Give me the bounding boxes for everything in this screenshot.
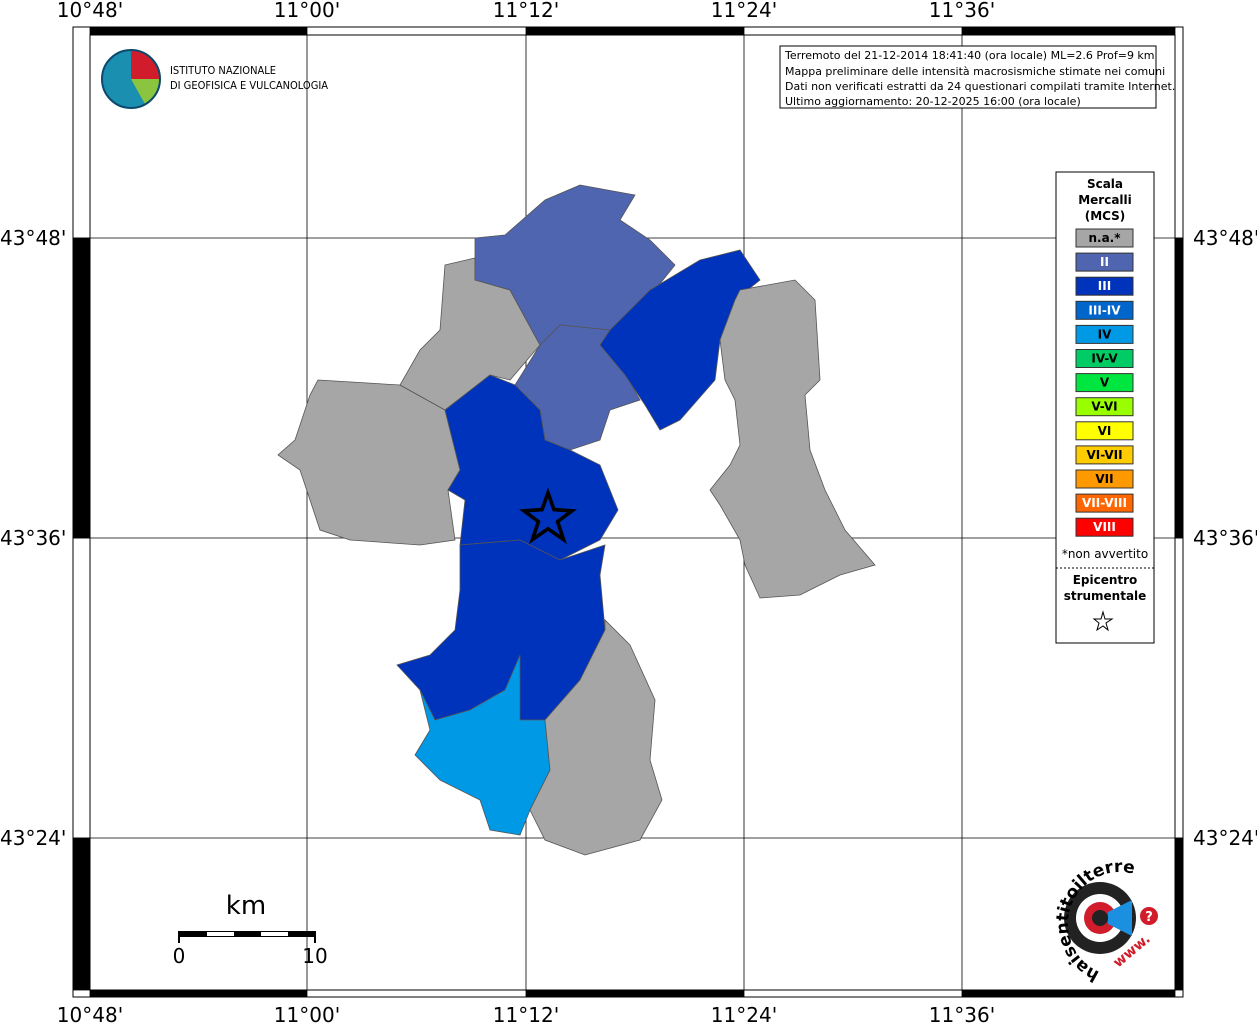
legend-star bbox=[1092, 610, 1114, 632]
legend-swatch bbox=[1075, 373, 1134, 393]
ingv-logo: ISTITUTO NAZIONALE DI GEOFISICA E VULCAN… bbox=[101, 49, 328, 109]
info-box: Terremoto del 21-12-2014 18:41:40 (ora l… bbox=[779, 45, 1175, 109]
lat-label: 43°36' bbox=[1193, 526, 1257, 550]
municipality bbox=[529, 619, 663, 856]
info-line: Terremoto del 21-12-2014 18:41:40 (ora l… bbox=[784, 49, 1155, 62]
lat-label: 43°48' bbox=[1193, 226, 1257, 250]
graticule bbox=[72, 26, 1184, 998]
legend-label: V bbox=[1100, 376, 1110, 390]
lon-label: 11°00' bbox=[274, 1003, 340, 1024]
legend-note: *non avvertito bbox=[1062, 547, 1148, 561]
lon-label: 10°48' bbox=[57, 0, 123, 22]
lon-label: 11°00' bbox=[274, 0, 340, 22]
logo-line: DI GEOFISICA E VULCANOLOGIA bbox=[170, 79, 328, 92]
legend-swatch bbox=[1075, 228, 1134, 248]
legend-epicenter: strumentale bbox=[1064, 589, 1147, 603]
scale-start: 0 bbox=[173, 944, 186, 968]
border-stripe bbox=[72, 837, 91, 991]
border-stripe bbox=[72, 237, 91, 539]
lat-label: 43°36' bbox=[0, 526, 66, 550]
municipalities bbox=[277, 184, 876, 856]
legend-title: Mercalli bbox=[1078, 193, 1132, 207]
lat-label: 43°24' bbox=[1193, 826, 1257, 850]
legend-label: II bbox=[1100, 255, 1109, 269]
legend-swatch bbox=[1075, 469, 1134, 489]
municipality bbox=[444, 374, 619, 561]
lon-label: 11°36' bbox=[929, 1003, 995, 1024]
logo-line: ISTITUTO NAZIONALE bbox=[170, 64, 276, 77]
legend-swatch bbox=[1075, 324, 1134, 344]
legend-epicenter: Epicentro bbox=[1073, 573, 1138, 587]
legend-label: VII-VIII bbox=[1082, 496, 1127, 510]
legend-label: IV bbox=[1098, 327, 1112, 341]
legend-label: IV-V bbox=[1091, 352, 1118, 366]
legend-label: VI-VII bbox=[1086, 448, 1122, 462]
municipality bbox=[474, 184, 676, 346]
lon-label: 11°24' bbox=[711, 0, 777, 22]
info-line: Mappa preliminare delle intensità macros… bbox=[785, 65, 1165, 78]
legend: Scala Mercalli (MCS) *non avvertito Epic… bbox=[1055, 171, 1155, 644]
legend-label: V-VI bbox=[1091, 400, 1117, 414]
badge-q: ? bbox=[1145, 910, 1153, 925]
border-stripe bbox=[525, 26, 745, 36]
lon-label: 10°48' bbox=[57, 1003, 123, 1024]
legend-title: (MCS) bbox=[1085, 209, 1126, 223]
border-stripe bbox=[961, 989, 1176, 998]
legend-swatch bbox=[1075, 276, 1134, 296]
legend-label: III bbox=[1098, 279, 1111, 293]
border-stripe bbox=[961, 26, 1176, 36]
municipality bbox=[599, 249, 761, 431]
border-stripe bbox=[1174, 837, 1184, 991]
legend-label: VII bbox=[1095, 472, 1113, 486]
scale-end: 10 bbox=[302, 944, 327, 968]
border-stripe bbox=[89, 26, 308, 36]
epicenter-star bbox=[519, 487, 577, 545]
legend-swatch bbox=[1075, 421, 1134, 441]
lon-label: 11°24' bbox=[711, 1003, 777, 1024]
legend-swatch bbox=[1075, 252, 1134, 272]
legend-label: VIII bbox=[1093, 520, 1116, 534]
border-stripe bbox=[89, 989, 308, 998]
legend-swatch bbox=[1075, 397, 1134, 417]
lon-label: 11°12' bbox=[493, 0, 559, 22]
info-line: Dati non verificati estratti da 24 quest… bbox=[785, 80, 1175, 93]
legend-swatch bbox=[1075, 445, 1134, 465]
legend-swatch bbox=[1075, 349, 1134, 368]
legend-label: VI bbox=[1098, 424, 1112, 438]
border-stripe bbox=[1174, 237, 1184, 539]
legend-label: III-IV bbox=[1088, 303, 1121, 317]
legend-swatch bbox=[1075, 493, 1134, 513]
legend-swatch bbox=[1075, 300, 1134, 320]
legend-swatch bbox=[1075, 517, 1134, 537]
municipality bbox=[709, 279, 876, 599]
lon-label: 11°36' bbox=[929, 0, 995, 22]
scale-bar: km 0 10 bbox=[173, 891, 328, 968]
legend-label: n.a.* bbox=[1088, 231, 1121, 245]
scale-unit: km bbox=[226, 891, 266, 921]
border-stripe bbox=[525, 989, 745, 998]
lon-label: 11°12' bbox=[493, 1003, 559, 1024]
lat-label: 43°24' bbox=[0, 826, 66, 850]
lat-label: 43°48' bbox=[0, 226, 66, 250]
legend-title: Scala bbox=[1087, 177, 1123, 191]
info-line: Ultimo aggiornamento: 20-12-2025 16:00 (… bbox=[785, 95, 1081, 108]
